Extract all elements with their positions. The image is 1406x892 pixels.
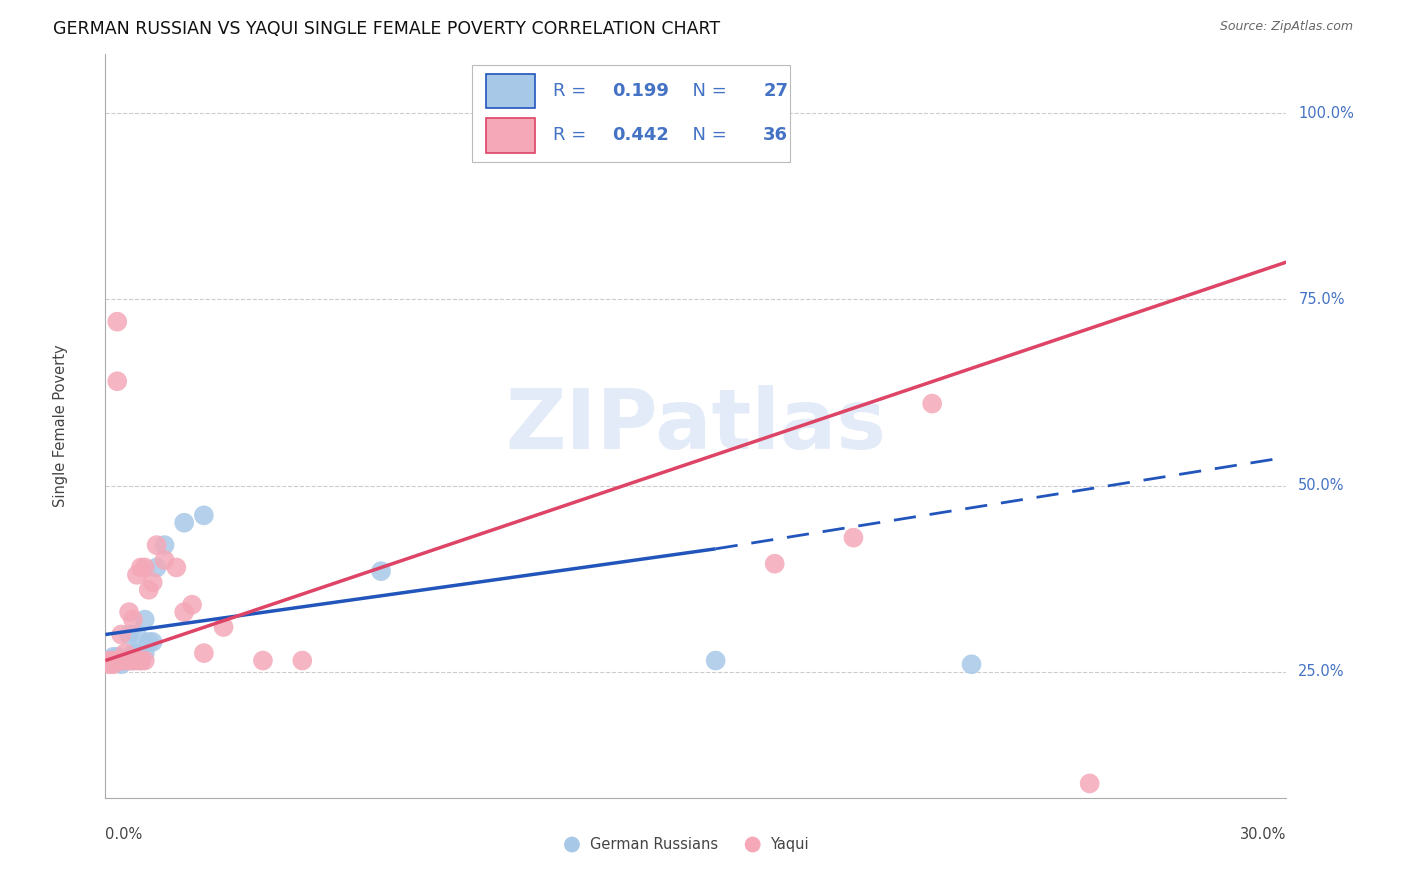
Bar [485,119,536,153]
Point [118,627,141,641]
Text: Yaqui: Yaqui [770,837,808,852]
Point [110,627,132,641]
Text: 27: 27 [763,82,789,100]
Point [252,654,274,668]
Point [134,654,156,668]
Text: Source: ZipAtlas.com: Source: ZipAtlas.com [1219,20,1353,33]
Point [114,646,136,660]
Point [105,654,128,668]
Point [103,654,125,668]
Point [118,654,141,668]
Text: 75.0%: 75.0% [1298,292,1344,307]
Text: 0.442: 0.442 [612,127,669,145]
Point [125,568,148,582]
Point [921,396,943,410]
Text: 100.0%: 100.0% [1298,105,1354,120]
Point [142,635,165,649]
Point [122,654,145,668]
Text: 0.199: 0.199 [612,82,669,100]
Text: R =: R = [553,127,592,145]
Bar [485,74,536,108]
Text: ZIPatlas: ZIPatlas [506,385,886,467]
Point [134,646,156,660]
Point [1078,776,1101,790]
Point [105,649,128,664]
Point [173,605,195,619]
Point [153,553,176,567]
Point [173,516,195,530]
Text: R =: R = [553,82,592,100]
Point [129,654,152,668]
Point [114,654,136,668]
Text: N =: N = [681,82,733,100]
Point [118,605,141,619]
Point [370,564,392,578]
Point [98,654,121,668]
Point [110,654,132,668]
Point [105,374,128,388]
Point [193,646,215,660]
Point [291,654,314,668]
Point [145,560,167,574]
Point [125,627,148,641]
Text: Single Female Poverty: Single Female Poverty [53,344,67,508]
Point [114,654,136,668]
Point [960,657,983,672]
Point [165,560,187,574]
Point [134,560,156,574]
Point [122,613,145,627]
Point [145,538,167,552]
Text: 36: 36 [763,127,789,145]
Text: N =: N = [681,127,733,145]
Text: 25.0%: 25.0% [1298,665,1344,679]
Point [110,657,132,672]
Point [122,654,145,668]
Point [114,654,136,668]
Point [704,654,727,668]
Point [142,575,165,590]
Text: German Russians: German Russians [589,837,718,852]
Point [98,654,121,668]
Point [103,654,125,668]
Point [105,654,128,668]
Text: 50.0%: 50.0% [1298,478,1344,493]
Point [181,598,204,612]
Point [763,557,786,571]
Point [129,560,152,574]
Point [153,538,176,552]
Point [103,649,125,664]
Text: 0.0%: 0.0% [105,827,142,842]
Point [125,646,148,660]
Point [129,654,152,668]
Point [98,657,121,672]
Point [105,315,128,329]
Point [193,508,215,523]
Point [103,657,125,672]
Point [110,654,132,668]
Text: GERMAN RUSSIAN VS YAQUI SINGLE FEMALE POVERTY CORRELATION CHART: GERMAN RUSSIAN VS YAQUI SINGLE FEMALE PO… [53,20,720,37]
Point [138,582,160,597]
Point [842,531,865,545]
Point [122,646,145,660]
Point [118,654,141,668]
Point [212,620,235,634]
Point [134,613,156,627]
Bar [471,65,790,161]
Point [138,635,160,649]
Text: 30.0%: 30.0% [1240,827,1286,842]
Point [125,654,148,668]
